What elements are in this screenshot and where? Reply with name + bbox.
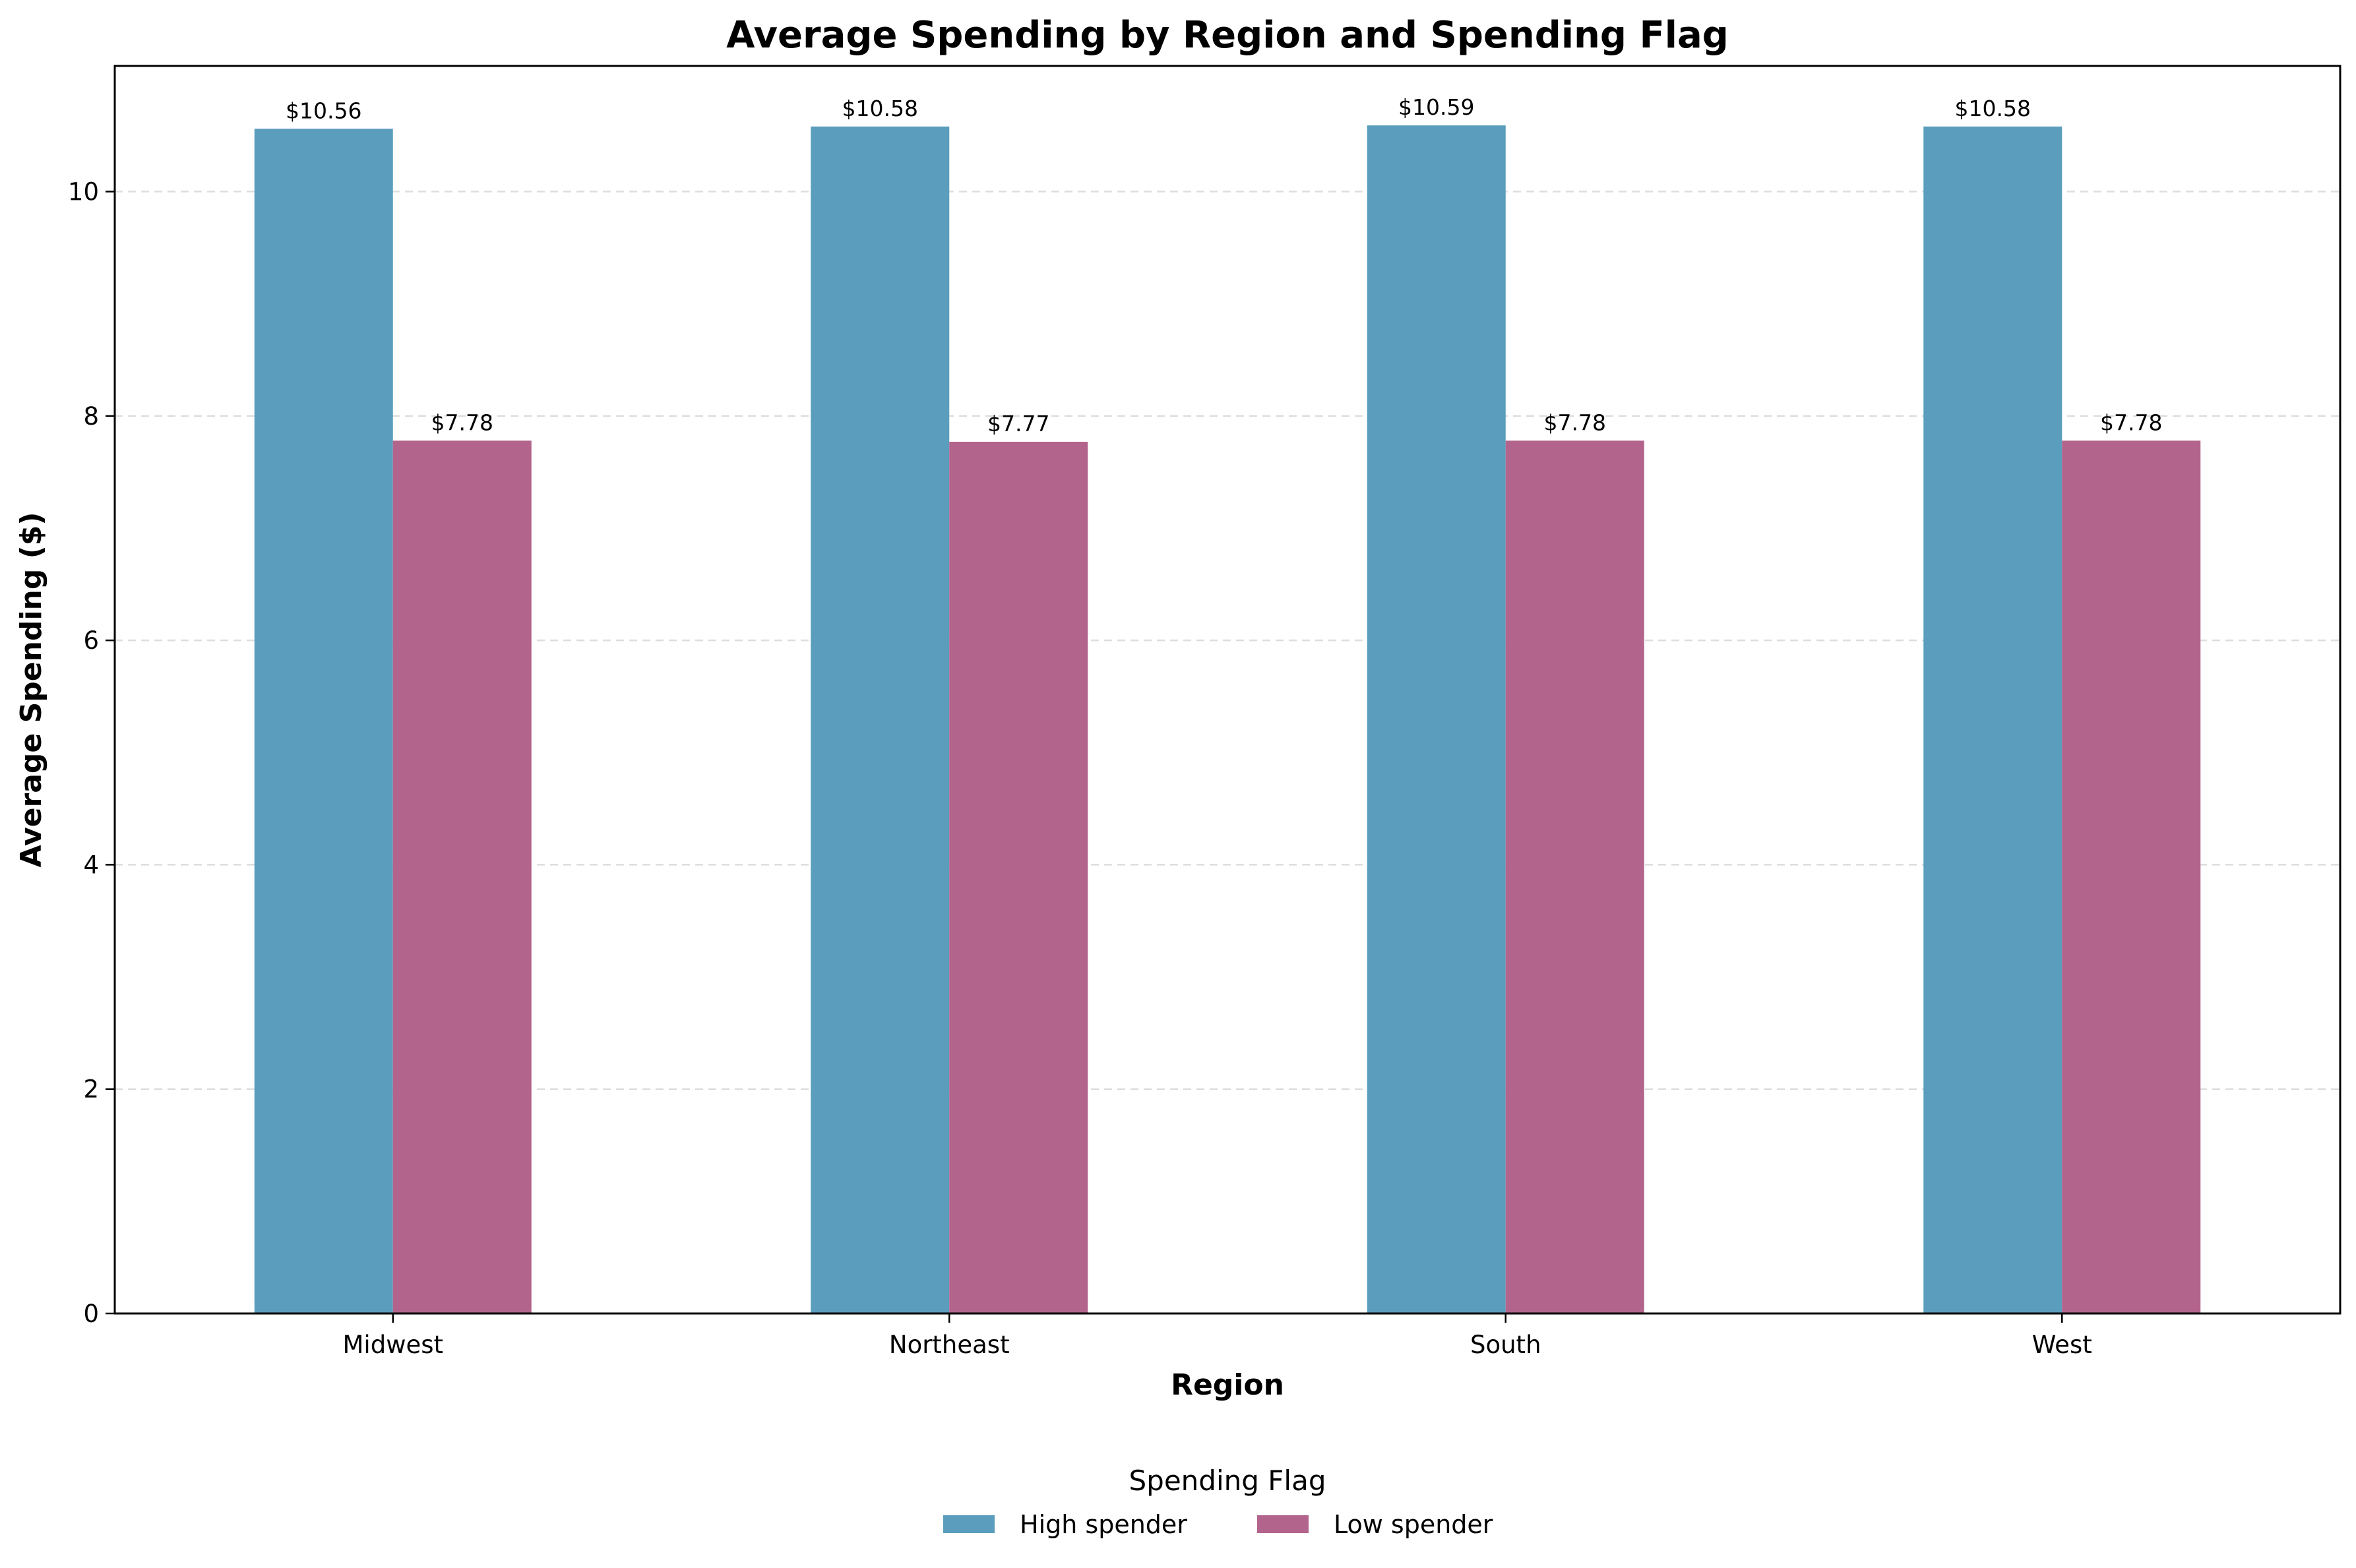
chart-title: Average Spending by Region and Spending … [726, 14, 1729, 57]
data-label-west-low-spender: $7.78 [2100, 409, 2162, 435]
bar-midwest-high-spender [254, 129, 393, 1314]
x-tick-label-midwest: Midwest [343, 1331, 444, 1359]
x-axis-label: Region [1171, 1368, 1284, 1402]
data-label-south-high-spender: $10.59 [1398, 94, 1474, 120]
x-tick-label-south: South [1470, 1331, 1541, 1359]
y-tick-label-4: 8 [83, 402, 99, 431]
bar-south-low-spender [1505, 440, 1644, 1314]
bar-midwest-low-spender [392, 440, 532, 1314]
legend-swatch-low-spender [1257, 1515, 1309, 1533]
data-label-south-low-spender: $7.78 [1544, 409, 1606, 435]
bar-south-high-spender [1367, 125, 1506, 1313]
bar-west-low-spender [2062, 440, 2201, 1314]
legend-swatch-high-spender [943, 1515, 995, 1533]
x-tick-label-northeast: Northeast [889, 1331, 1010, 1359]
data-label-west-high-spender: $10.58 [1955, 96, 2031, 121]
bars [254, 125, 2201, 1314]
x-tick-label-west: West [2032, 1331, 2092, 1359]
y-tick-label-5: 10 [68, 178, 99, 206]
legend-label-high-spender: High spender [1020, 1510, 1187, 1539]
y-axis-label: Average Spending ($) [15, 512, 48, 868]
y-tick-label-1: 2 [83, 1075, 99, 1104]
plot-frame [113, 65, 2341, 1315]
data-labels: $10.56 $7.78 $10.58 $7.77 $10.59 $7.78 $10.58 $… [286, 94, 2162, 437]
legend-title: Spending Flag [1129, 1464, 1326, 1497]
y-tick-label-3: 6 [83, 626, 99, 655]
data-label-midwest-low-spender: $7.78 [431, 409, 493, 435]
y-tick-label-2: 4 [83, 851, 99, 879]
data-label-northeast-low-spender: $7.77 [987, 411, 1049, 437]
axes: 0 2 4 6 8 10 Midwest Northeast South West [68, 65, 2341, 1359]
data-label-northeast-high-spender: $10.58 [842, 96, 918, 121]
bar-northeast-low-spender [949, 441, 1088, 1314]
y-tick-label-0: 0 [83, 1300, 99, 1328]
data-label-midwest-high-spender: $10.56 [286, 98, 361, 123]
legend-label-low-spender: Low spender [1334, 1510, 1493, 1539]
bar-northeast-high-spender [811, 126, 950, 1314]
bar-west-high-spender [1923, 126, 2062, 1314]
legend: Spending Flag High spender Low spender [943, 1464, 1493, 1539]
